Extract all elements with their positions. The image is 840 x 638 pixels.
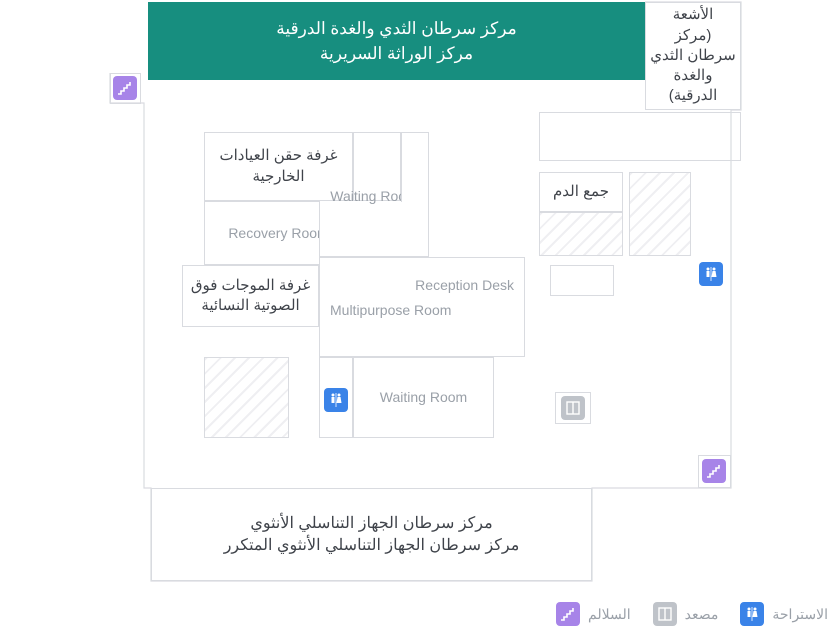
header-line1: مركز سرطان الثدي والغدة الدرقية <box>276 16 516 42</box>
room-blood: جمع الدم <box>539 172 623 212</box>
legend-restroom-label: الاستراحة <box>772 606 828 623</box>
header-line2: مركز الوراثة السريرية <box>276 41 516 67</box>
header-breast-thyroid-center: مركز سرطان الثدي والغدة الدرقية مركز الو… <box>148 2 645 80</box>
hatched-area-3 <box>629 172 691 256</box>
room-bottom-center: مركز سرطان الجهاز التناسلي الأنثوي مركز … <box>151 488 592 581</box>
multipurpose-label: Multipurpose Room <box>330 301 451 320</box>
room-empty-right-1 <box>539 112 741 161</box>
stairs-icon <box>702 459 726 483</box>
room-waiting-1: Waiting Room <box>319 201 429 257</box>
elevator-icon <box>653 602 677 626</box>
room-multipurpose: Reception Desk Multipurpose Room <box>319 257 525 357</box>
stairs-icon <box>113 76 137 100</box>
restroom-icon <box>324 388 348 412</box>
hatched-area-2 <box>539 212 623 256</box>
room-waiting-2: Waiting Room <box>353 357 494 438</box>
room-empty-right-2 <box>550 265 614 296</box>
bottom-line1: مركز سرطان الجهاز التناسلي الأنثوي <box>224 513 520 535</box>
legend-item-elevator: مصعد <box>653 602 719 626</box>
floor-plan-canvas: مركز سرطان الثدي والغدة الدرقية مركز الو… <box>0 0 840 638</box>
restroom-icon <box>740 602 764 626</box>
hatched-area-1 <box>204 357 289 438</box>
bottom-line2: مركز سرطان الجهاز التناسلي الأنثوي المتك… <box>224 535 520 557</box>
legend-elevator-label: مصعد <box>685 606 719 623</box>
restroom-icon <box>699 262 723 286</box>
legend-item-stairs: السلالم <box>556 602 631 626</box>
legend-item-restroom: الاستراحة <box>740 602 828 626</box>
room-waiting-1-top <box>401 132 429 202</box>
legend-stairs-label: السلالم <box>588 606 631 623</box>
legend: الاستراحة مصعد السلالم <box>556 602 828 626</box>
room-ultrasound: غرفة الموجات فوق الصوتية النسائية <box>182 265 319 327</box>
reception-label: Reception Desk <box>415 276 514 295</box>
stairs-icon <box>556 602 580 626</box>
room-radiology: الأشعة (مركز سرطان الثدي والغدة الدرقية) <box>645 2 741 110</box>
elevator-icon <box>561 396 585 420</box>
